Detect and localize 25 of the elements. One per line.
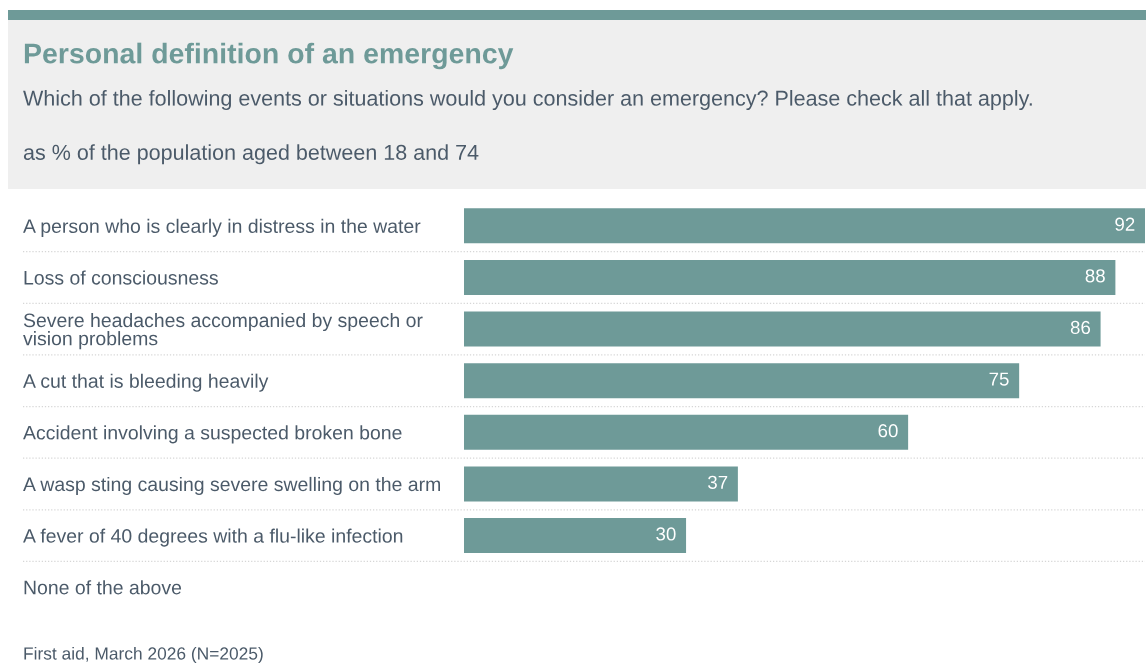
data-label: 60 bbox=[878, 424, 898, 438]
bar bbox=[464, 466, 738, 502]
text: First aid, March 2026 (N=2025) bbox=[24, 646, 263, 664]
y-tick-label: Severe headaches accompanied by speech or vision problems bbox=[23, 312, 423, 350]
y-tick-label: A person who is clearly in distress in the water bbox=[23, 218, 421, 237]
bar bbox=[464, 311, 1101, 347]
y-tick-label: A wasp sting causing severe swelling on the arm bbox=[23, 476, 440, 496]
data-label: 30 bbox=[656, 527, 676, 541]
data-label: 92 bbox=[1115, 217, 1135, 231]
y-tick-label: Accident involving a suspected broken bone bbox=[23, 425, 402, 444]
bar bbox=[464, 363, 1020, 399]
data-label: 88 bbox=[1085, 269, 1105, 283]
bar bbox=[464, 259, 1116, 295]
data-label: 37 bbox=[708, 475, 728, 489]
data-label: 75 bbox=[989, 372, 1009, 386]
bar bbox=[464, 208, 1145, 244]
y-tick-label: Loss of consciousness bbox=[24, 270, 218, 285]
data-label: 86 bbox=[1070, 320, 1091, 335]
y-tick-label: A cut that is bleeding heavily bbox=[23, 373, 269, 392]
bar bbox=[464, 414, 909, 450]
y-tick-label: None of the above bbox=[24, 580, 182, 595]
text: Which of the following events or situations would you consider an emergency? Please check all that apply. as % of the population aged between 18 and 74 bbox=[23, 90, 1032, 165]
y-tick-label: A fever of 40 degrees with a flu-like infection bbox=[23, 528, 403, 547]
bar bbox=[464, 518, 687, 554]
chart-title: Personal definition of an emergency bbox=[24, 42, 514, 70]
